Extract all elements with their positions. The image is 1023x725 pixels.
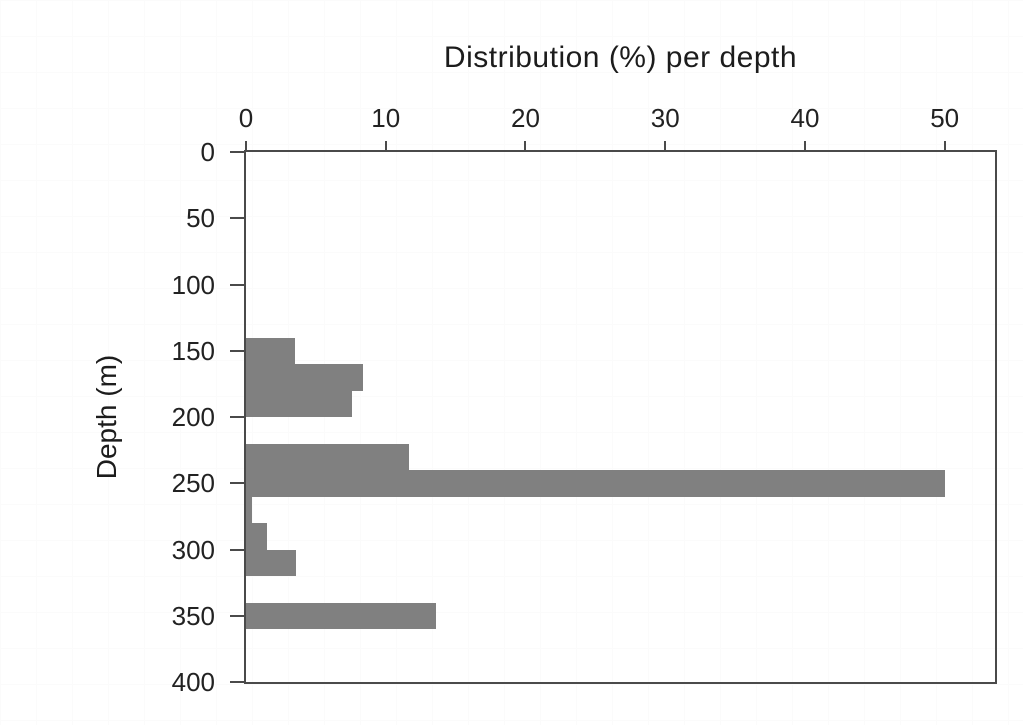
chart-title: Distribution (%) per depth (443, 41, 798, 74)
x-tick-mark-0 (245, 141, 247, 152)
y-tick-label-50: 50 (186, 203, 215, 234)
y-tick-label-400: 400 (171, 667, 215, 697)
y-tick-mark-150 (230, 349, 246, 352)
x-tick-mark-40 (803, 141, 806, 152)
bar-depth-220-240 (246, 443, 410, 470)
bar-depth-160-180 (246, 364, 364, 391)
y-tick-mark-0 (230, 151, 246, 153)
x-tick-label-10: 10 (371, 103, 401, 133)
y-tick-label-300: 300 (171, 534, 215, 565)
y-tick-mark-100 (230, 283, 246, 286)
bar-depth-180-200 (246, 390, 353, 417)
y-tick-mark-350 (230, 614, 246, 617)
bar-depth-240-260 (246, 470, 945, 497)
plot-frame (244, 150, 997, 684)
bar-depth-340-360 (246, 602, 437, 629)
bar-depth-260-280 (246, 496, 252, 523)
y-tick-mark-400 (230, 681, 246, 683)
x-tick-mark-10 (384, 141, 387, 152)
y-tick-label-350: 350 (171, 600, 215, 631)
y-tick-label-200: 200 (171, 402, 215, 432)
x-tick-mark-30 (664, 141, 667, 152)
x-tick-label-40: 40 (790, 103, 820, 133)
x-tick-mark-20 (524, 141, 527, 152)
y-tick-label-150: 150 (171, 335, 215, 366)
x-tick-label-50: 50 (930, 103, 960, 133)
y-tick-mark-300 (230, 548, 246, 551)
y-tick-mark-200 (230, 416, 246, 418)
bar-depth-140-160 (246, 337, 295, 364)
bar-depth-280-300 (246, 523, 267, 550)
y-tick-label-100: 100 (171, 269, 215, 300)
x-tick-label-20: 20 (511, 103, 540, 133)
y-tick-mark-250 (230, 482, 246, 485)
y-tick-label-250: 250 (171, 468, 215, 499)
x-tick-label-0: 0 (238, 103, 254, 133)
y-tick-mark-50 (230, 217, 246, 220)
x-tick-mark-50 (943, 141, 946, 152)
y-tick-label-0: 0 (200, 137, 215, 167)
bar-depth-300-320 (246, 549, 297, 576)
x-tick-label-30: 30 (650, 103, 680, 133)
